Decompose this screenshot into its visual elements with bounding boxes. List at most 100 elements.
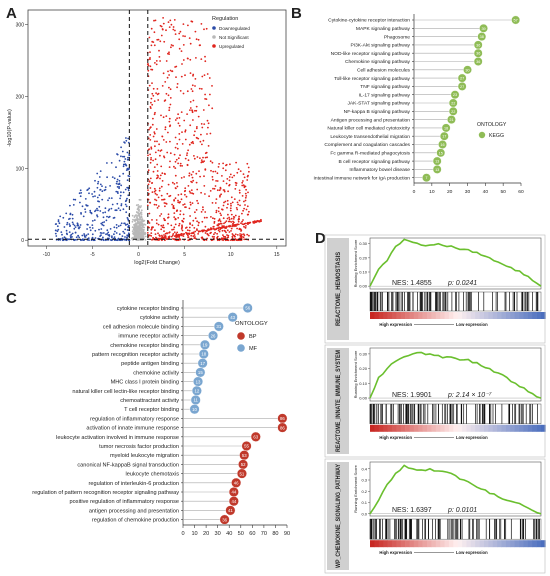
upregulated-point [162, 139, 165, 141]
upregulated-point [235, 161, 238, 164]
panel-label-b: B [291, 5, 302, 22]
upregulated-point [222, 238, 225, 241]
not-significant-point [144, 233, 146, 236]
gsea-rank-gradient-cell [519, 312, 524, 319]
upregulated-point [156, 93, 159, 96]
upregulated-point [226, 199, 229, 202]
upregulated-point [156, 163, 159, 166]
upregulated-point [199, 44, 202, 47]
upregulated-point [186, 113, 189, 115]
upregulated-point [204, 55, 206, 58]
upregulated-point [243, 176, 246, 179]
gsea-rank-gradient-cell [541, 312, 546, 319]
upregulated-point [150, 157, 153, 159]
upregulated-point [202, 109, 205, 111]
downregulated-point [83, 234, 86, 237]
not-significant-point [132, 218, 134, 221]
upregulated-point [191, 84, 194, 87]
upregulated-point [190, 232, 193, 235]
upregulated-point [188, 172, 191, 175]
downregulated-point [126, 223, 129, 226]
gsea-low-expression-label: Low expression [456, 550, 488, 555]
downregulated-point [99, 183, 102, 186]
upregulated-point [246, 213, 249, 216]
upregulated-point [214, 231, 217, 234]
gsea-y-tick-label: 0.30 [359, 241, 368, 246]
gsea-rank-gradient-cell [519, 540, 524, 548]
upregulated-point [164, 205, 166, 208]
go-category-label: leukocyte activation involved in immune … [56, 435, 179, 441]
upregulated-point [180, 232, 183, 235]
downregulated-point [114, 209, 117, 212]
upregulated-point [237, 168, 240, 171]
not-significant-point [138, 214, 140, 216]
upregulated-point [193, 134, 196, 137]
kegg-category-label: Fc gamma R-mediated phagocytosis [330, 151, 410, 157]
upregulated-point [163, 230, 165, 233]
gsea-rank-gradient-cell [457, 540, 463, 548]
downregulated-point [79, 195, 82, 198]
kegg-dot [450, 90, 460, 100]
upregulated-point [191, 192, 193, 195]
upregulated-point [232, 234, 235, 237]
gsea-y-tick-label: 0.00 [359, 284, 368, 289]
not-significant-point [137, 204, 140, 206]
upregulated-point [221, 226, 224, 229]
upregulated-point [189, 109, 191, 111]
upregulated-point [174, 160, 177, 163]
upregulated-point [241, 220, 244, 223]
downregulated-point [68, 231, 71, 234]
upregulated-point [254, 221, 257, 224]
upregulated-point [178, 224, 180, 227]
upregulated-point [176, 83, 179, 85]
downregulated-point [120, 204, 123, 207]
downregulated-point [116, 180, 118, 183]
upregulated-point [233, 221, 235, 224]
upregulated-point [222, 180, 225, 183]
not-significant-point [137, 227, 140, 230]
panel-label-c: C [6, 290, 17, 307]
volcano-x-tick-label: 5 [183, 252, 186, 258]
upregulated-point [247, 223, 249, 226]
not-significant-point [133, 233, 136, 236]
upregulated-point [195, 172, 198, 175]
gsea-rank-gradient-cell [466, 424, 472, 432]
downregulated-point [127, 156, 129, 159]
go-dot [227, 312, 238, 323]
upregulated-point [152, 170, 155, 173]
upregulated-point [234, 181, 237, 184]
gsea-rank-gradient-cell [484, 424, 489, 432]
upregulated-point [232, 216, 235, 218]
upregulated-point [215, 211, 218, 214]
upregulated-point [228, 216, 231, 219]
upregulated-point [174, 29, 176, 32]
kegg-dot-value-label: 18 [444, 126, 448, 130]
gsea-y-tick-label: 0.20 [359, 255, 368, 260]
upregulated-point [219, 222, 222, 225]
upregulated-point [169, 152, 172, 155]
gsea-low-expression-label: Low expression [456, 435, 488, 440]
not-significant-point [140, 231, 143, 234]
upregulated-point [242, 233, 245, 236]
volcano-legend-marker [212, 35, 216, 39]
upregulated-point [222, 234, 224, 237]
upregulated-point [178, 38, 181, 41]
gsea-rank-gradient-cell [475, 540, 480, 548]
kegg-category-label: PI3K-Akt signaling pathway [350, 43, 410, 49]
upregulated-point [165, 203, 168, 205]
downregulated-point [82, 215, 85, 218]
upregulated-point [171, 70, 174, 73]
gsea-rank-gradient-cell [418, 312, 423, 319]
upregulated-point [186, 152, 189, 155]
gsea-rank-gradient-cell [457, 312, 463, 319]
upregulated-point [225, 226, 228, 229]
kegg-dot-value-label: 15 [439, 151, 443, 155]
downregulated-point [127, 137, 130, 140]
upregulated-point [189, 222, 191, 225]
downregulated-point [119, 197, 121, 200]
upregulated-point [193, 227, 196, 229]
downregulated-point [111, 235, 113, 238]
upregulated-point [248, 234, 250, 237]
downregulated-point [77, 224, 80, 227]
upregulated-point [224, 235, 227, 238]
